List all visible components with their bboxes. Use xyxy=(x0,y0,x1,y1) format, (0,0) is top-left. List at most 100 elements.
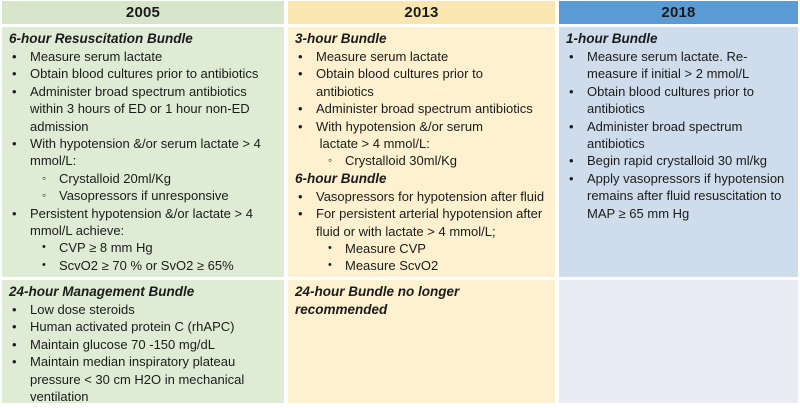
bullet-item: • Apply vasopressors if hypotension remai… xyxy=(559,170,793,222)
disc-bullet-icon: • xyxy=(298,188,303,204)
disc-bullet-icon: • xyxy=(12,205,17,221)
bullet-text: Measure serum lactate xyxy=(30,49,163,64)
bullet-item: • Measure serum lactate. Re- measure if i… xyxy=(559,48,793,83)
bullet-item: • Maintain median inspiratory plateau pre… xyxy=(2,353,279,403)
cell-2005-resuscitation-bundle: 6-hour Resuscitation Bundle • Measure seru… xyxy=(2,27,284,277)
disc-bullet-icon: • xyxy=(298,118,303,134)
cell-2005-management-bundle: 24-hour Management Bundle • Low dose stero… xyxy=(2,280,284,403)
bullet-item: • Obtain blood cultures prior to antibiot… xyxy=(288,65,550,100)
bullet-text: Vasopressors if unresponsive xyxy=(59,188,229,204)
bullet-item: • Obtain blood cultures prior to antibiot… xyxy=(2,65,279,82)
bullet-text: Obtain blood cultures prior to antibioti… xyxy=(316,66,483,99)
disc-bullet-icon: • xyxy=(298,66,303,82)
bullet-item: • Maintain glucose 70 -150 mg/dL xyxy=(2,336,279,353)
section-title: 1-hour Bundle xyxy=(566,31,658,46)
bullet-text: Crystalloid 30ml/Kg xyxy=(345,153,457,169)
bullet-text: Begin rapid crystalloid 30 ml/kg xyxy=(587,153,767,169)
disc-bullet-icon: • xyxy=(298,206,303,222)
bullet-item: ◦ Crystalloid 30ml/Kg xyxy=(288,152,550,169)
bullet-text: Obtain blood cultures prior to antibioti… xyxy=(587,83,754,117)
bullet-item: • Human activated protein C (rhAPC) xyxy=(2,318,279,335)
disc-bullet-icon: • xyxy=(12,319,17,335)
bullet-item: • With hypotension &/or serum lactate > 4… xyxy=(2,135,279,170)
bullet-item: • Measure serum lactate xyxy=(288,48,550,65)
bullet-item: • With hypotension &/or serum lactate > 4… xyxy=(288,118,550,153)
bullet-text: Maintain median inspiratory plateau pres… xyxy=(30,354,245,403)
disc-bullet-icon: • xyxy=(328,242,332,255)
bullet-item: • Administer broad spectrum antibiotics xyxy=(288,100,550,117)
bullet-text: Measure CVP xyxy=(345,241,426,257)
bullet-text: Persistent hypotension &/or lactate > 4 … xyxy=(30,205,253,239)
bullet-item: • Administer broad spectrum antibiotics w… xyxy=(2,83,279,135)
disc-bullet-icon: • xyxy=(12,302,17,317)
bullet-text: With hypotension &/or serum lactate > 4 … xyxy=(30,136,261,169)
bullet-text: Obtain blood cultures prior to antibioti… xyxy=(30,66,259,82)
bullet-text: Measure serum lactate. Re- measure if in… xyxy=(587,49,750,82)
column-2005: 2005 6-hour Resuscitation Bundle • Measure… xyxy=(2,1,284,403)
bullet-item: ◦ Crystalloid 20ml/Kg xyxy=(2,170,279,187)
bullet-text: Crystalloid 20ml/Kg xyxy=(59,170,171,186)
cell-2018-1hour-bundle: 1-hour Bundle • Measure serum lactate. Re-… xyxy=(559,27,798,277)
bullet-item: • Begin rapid crystalloid 30 ml/kg xyxy=(559,152,793,169)
circle-bullet-icon: ◦ xyxy=(42,170,47,185)
disc-bullet-icon: • xyxy=(12,66,17,82)
bullet-text: Administer broad spectrum antibiotics xyxy=(587,118,743,152)
disc-bullet-icon: • xyxy=(569,170,574,186)
disc-bullet-icon: • xyxy=(12,336,17,352)
bullet-text: For persistent arterial hypotension afte… xyxy=(316,206,543,239)
bullet-item: • Administer broad spectrum antibiotics xyxy=(559,118,793,153)
bullet-item: • Measure serum lactate xyxy=(2,48,279,65)
bullet-item: • Persistent hypotension &/or lactate > 4… xyxy=(2,205,279,240)
bullet-text: Administer broad spectrum antibiotics wi… xyxy=(30,83,250,134)
circle-bullet-icon: ◦ xyxy=(328,153,333,168)
disc-bullet-icon: • xyxy=(298,49,303,64)
disc-bullet-icon: • xyxy=(569,49,574,64)
circle-bullet-icon: ◦ xyxy=(42,188,47,203)
bullet-text: Maintain glucose 70 -150 mg/dL xyxy=(30,336,216,352)
bullet-text: Apply vasopressors if hypotension remain… xyxy=(587,170,785,221)
bullet-item: • Obtain blood cultures prior to antibiot… xyxy=(559,83,793,118)
bullet-item: • Low dose steroids xyxy=(2,301,279,318)
column-header-2005: 2005 xyxy=(2,1,284,24)
disc-bullet-icon: • xyxy=(298,101,303,117)
disc-bullet-icon: • xyxy=(12,136,17,152)
section-title: 24-hour Bundle no longer recommended xyxy=(295,284,460,317)
column-2013: 2013 3-hour Bundle • Measure serum lactate… xyxy=(288,1,555,403)
bullet-item: • ScvO2 ≥ 70 % or SvO2 ≥ 65% xyxy=(2,257,279,274)
column-2018: 2018 1-hour Bundle • Measure serum lactate… xyxy=(559,1,798,403)
disc-bullet-icon: • xyxy=(42,241,46,254)
bullet-item: • Vasopressors for hypotension after flui… xyxy=(288,188,550,205)
bullet-text: ScvO2 ≥ 70 % or SvO2 ≥ 65% xyxy=(59,257,234,273)
disc-bullet-icon: • xyxy=(328,259,332,272)
disc-bullet-icon: • xyxy=(569,153,574,169)
disc-bullet-icon: • xyxy=(569,118,574,134)
section-title: 6-hour Bundle xyxy=(295,170,387,186)
bullet-text: With hypotension &/or serum lactate > 4 … xyxy=(316,118,483,152)
bullet-text: CVP ≥ 8 mm Hg xyxy=(59,240,153,256)
bullet-text: Human activated protein C (rhAPC) xyxy=(30,319,235,335)
disc-bullet-icon: • xyxy=(12,49,17,64)
disc-bullet-icon: • xyxy=(569,83,574,99)
bullet-item: ◦ Vasopressors if unresponsive xyxy=(2,187,279,204)
bullet-text: Measure ScvO2 xyxy=(345,258,439,274)
cell-2013-3hour-6hour-bundle: 3-hour Bundle • Measure serum lactate • Obta… xyxy=(288,27,555,277)
bullet-text: Administer broad spectrum antibiotics xyxy=(316,101,533,117)
bullet-item: • For persistent arterial hypotension aft… xyxy=(288,205,550,240)
disc-bullet-icon: • xyxy=(12,83,17,99)
disc-bullet-icon: • xyxy=(42,258,46,271)
bullet-text: Measure serum lactate xyxy=(316,49,449,64)
section-title: 24-hour Management Bundle xyxy=(9,284,195,299)
section-title: 3-hour Bundle xyxy=(295,31,387,46)
cell-2013-24hour-bundle: 24-hour Bundle no longer recommended xyxy=(288,280,555,403)
column-header-2018: 2018 xyxy=(559,1,798,24)
cell-2018-empty xyxy=(559,280,798,403)
bullet-text: Vasopressors for hypotension after fluid xyxy=(316,188,545,204)
bullet-item: • CVP ≥ 8 mm Hg xyxy=(2,239,279,256)
bullet-item: • Measure ScvO2 xyxy=(288,257,550,274)
bullet-text: Low dose steroids xyxy=(30,302,135,317)
section-title: 6-hour Resuscitation Bundle xyxy=(9,31,193,46)
disc-bullet-icon: • xyxy=(12,354,17,370)
bullet-item: • Measure CVP xyxy=(288,240,550,257)
column-header-2013: 2013 xyxy=(288,1,555,24)
